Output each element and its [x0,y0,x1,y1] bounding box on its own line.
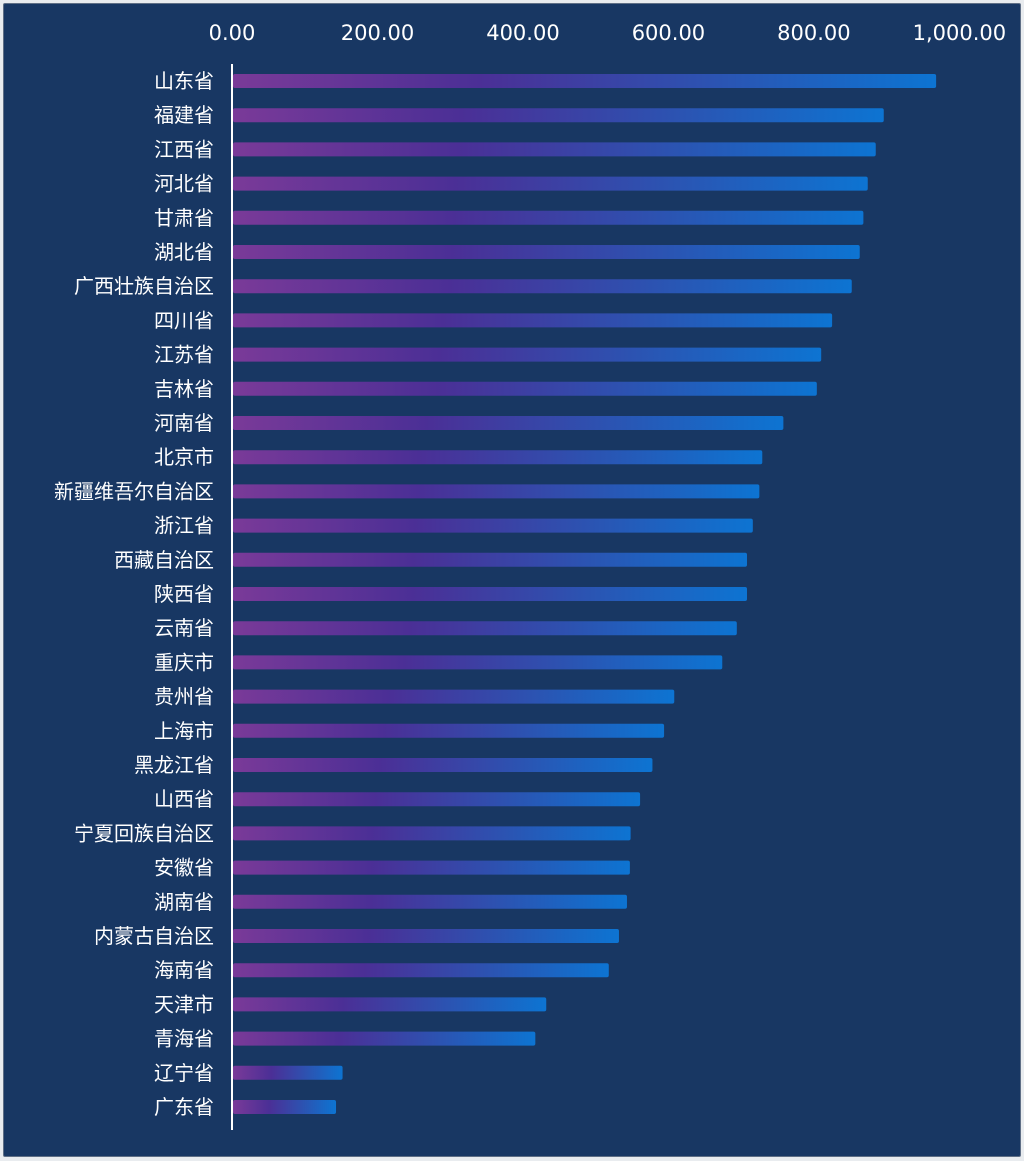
category-label: 广东省 [154,1095,214,1119]
bar [233,416,784,430]
bar [233,621,737,636]
category-label: 江苏省 [154,343,214,367]
category-label: 贵州省 [154,685,214,709]
category-label: 山东省 [154,69,214,93]
category-label: 陕西省 [154,582,214,606]
bar [233,518,753,533]
bar [233,723,665,738]
bar [233,1100,337,1114]
bar [233,826,631,841]
category-label: 吉林省 [154,377,214,401]
bar [233,176,868,191]
category-label: 辽宁省 [154,1061,214,1085]
category-label: 湖北省 [154,240,214,264]
bar [233,108,884,123]
category-label: 重庆市 [154,650,214,674]
bar [233,552,747,567]
category-label: 内蒙古自治区 [94,924,214,948]
bar [233,74,937,88]
category-label: 黑龙江省 [134,753,214,777]
category-label: 新疆维吾尔自治区 [54,479,214,503]
bar [233,279,852,294]
category-label: 青海省 [154,1027,214,1051]
bar [233,1031,536,1046]
category-label: 云南省 [154,616,214,640]
category-label: 山西省 [154,787,214,811]
bar [233,347,822,362]
bar [233,210,864,225]
bar [233,894,627,909]
x-tick-label: 200.00 [341,21,414,45]
bar [233,381,817,396]
bar [233,484,760,499]
bar [233,860,630,875]
category-label: 上海市 [154,719,214,743]
category-label: 宁夏回族自治区 [74,821,214,845]
category-label: 江西省 [154,137,214,161]
category-label: 西藏自治区 [114,548,214,572]
bar [233,313,833,328]
category-label: 四川省 [154,308,214,332]
x-tick-label: 0.00 [209,21,256,45]
x-tick-label: 600.00 [632,21,705,45]
x-tick-label: 1,000.00 [913,21,1007,45]
category-label: 浙江省 [154,514,214,538]
x-tick-label: 800.00 [777,21,850,45]
x-tick-label: 400.00 [486,21,559,45]
category-label: 广西壮族自治区 [74,274,214,298]
category-label: 湖南省 [154,890,214,914]
category-label: 安徽省 [154,856,214,880]
bar [233,1065,343,1080]
bar [233,655,723,670]
bar [233,689,675,704]
category-label: 北京市 [154,445,214,469]
bar [233,245,860,259]
bar [233,963,609,978]
bar [233,142,876,157]
bar [233,758,653,772]
bar [233,450,763,465]
bar [233,929,619,943]
category-label: 河北省 [154,172,214,196]
category-label: 甘肃省 [154,206,214,230]
bar [233,792,641,807]
bar [233,587,747,601]
category-label: 福建省 [154,103,214,127]
category-label: 河南省 [154,411,214,435]
category-label: 海南省 [154,958,214,982]
category-label: 天津市 [154,992,214,1016]
bar [233,997,547,1012]
